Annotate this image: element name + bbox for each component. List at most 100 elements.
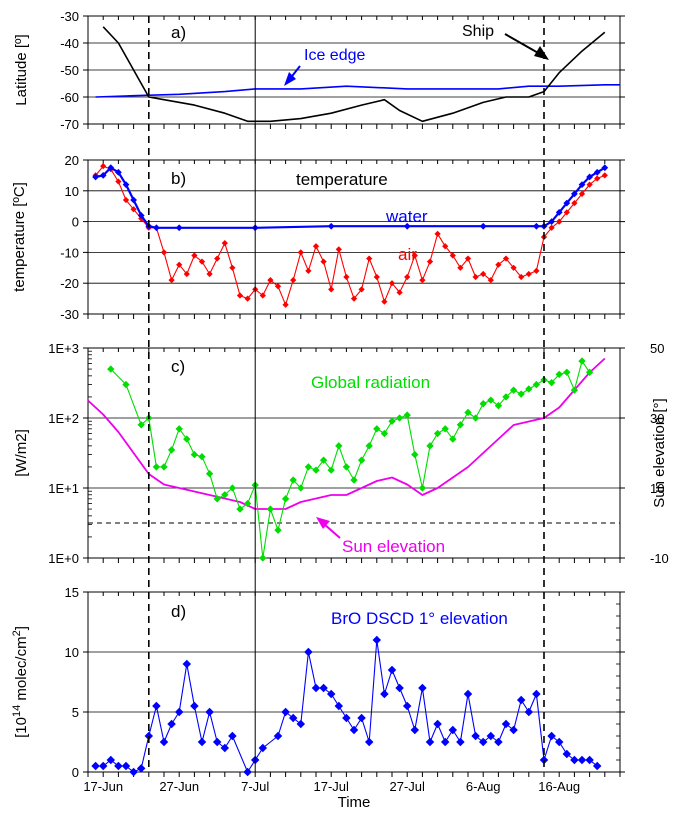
- bro-dscd-point: [562, 749, 572, 759]
- ice-edge-label: Ice edge: [304, 47, 365, 64]
- global-radiation-point: [365, 442, 373, 450]
- water-temperature-point: [578, 181, 586, 189]
- water-temperature-point: [92, 173, 99, 181]
- bro-dscd-point: [228, 731, 237, 741]
- air-temperature-point: [396, 289, 403, 296]
- labels-layer: -30 -40 -50 -60 -70 Latitude [º] a) Ice edge Shi…: [11, 9, 669, 811]
- air-temperature-point: [487, 277, 494, 284]
- bro-dscd-point: [516, 695, 526, 705]
- air-temperature-point: [335, 246, 342, 253]
- bro-dscd-point: [532, 689, 541, 699]
- water-temperature-point: [153, 224, 160, 232]
- bro-dscd-point: [258, 743, 268, 753]
- global-radiation-point: [304, 463, 313, 471]
- water-temperature-point: [533, 222, 540, 230]
- air-temperature-point: [442, 243, 449, 250]
- water-temperature-point: [137, 212, 145, 219]
- panel-b-label: b): [171, 169, 186, 188]
- air-temperature-point: [472, 273, 479, 281]
- bro-dscd-point: [136, 764, 146, 773]
- bro-dscd-point: [585, 755, 594, 765]
- sun-elevation-arrow: [323, 523, 341, 539]
- y-tick-label: -30: [60, 307, 79, 322]
- global-radiation-point: [441, 425, 449, 433]
- air-temperature-point: [244, 295, 251, 302]
- global-radiation-point: [342, 463, 351, 471]
- panel-a-label: a): [171, 23, 186, 42]
- ice-edge-line: [95, 84, 620, 98]
- bro-dscd-point: [364, 737, 374, 747]
- panel-d-ylabel-part: 14: [11, 705, 23, 717]
- bro-dscd-point: [243, 767, 252, 777]
- bro-dscd-point: [167, 719, 176, 729]
- bro-dscd-point: [471, 731, 480, 741]
- air-temperature-point: [282, 301, 289, 308]
- air-temperature-point: [601, 172, 608, 179]
- global-radiation-point: [259, 554, 267, 562]
- panel-d-ylabel: [1014 molec/cm2]: [11, 626, 30, 738]
- global-radiation-point: [319, 456, 328, 464]
- y-tick-label: 1E+1: [48, 481, 79, 496]
- sun-elevation-line: [87, 357, 606, 510]
- bro-dscd-point: [425, 737, 435, 747]
- water-temperature-point: [403, 222, 411, 230]
- global-radiation-point: [395, 414, 404, 422]
- panel-d-ylabel-part: [10: [13, 717, 30, 738]
- bro-dscd-point: [159, 737, 169, 747]
- y-tick-label: 50: [650, 341, 664, 356]
- y-tick-label: 20: [65, 153, 79, 168]
- bro-dscd-point: [395, 683, 404, 693]
- air-temperature-point: [419, 277, 426, 284]
- panels-layer: [83, 15, 625, 777]
- global-radiation-point: [563, 368, 571, 376]
- global-radiation-point: [266, 505, 275, 513]
- global-radiation-point: [198, 453, 206, 461]
- global-radiation-point: [281, 495, 290, 503]
- bro-dscd-point: [311, 683, 321, 693]
- global-radiation-point: [357, 456, 366, 464]
- bro-dscd-point: [357, 713, 366, 723]
- water-temperature-point: [327, 222, 335, 230]
- global-radiation-point: [380, 429, 389, 438]
- air-temperature-point: [115, 178, 122, 185]
- panel-d-ylabel-part: ]: [13, 626, 30, 630]
- global-radiation-point: [243, 499, 252, 508]
- y-tick-label: -10: [650, 551, 669, 566]
- air-temperature-point: [267, 277, 274, 284]
- y-tick-label: 10: [65, 184, 79, 199]
- panel-a-ylabel: Latitude [º]: [13, 34, 30, 105]
- bro-dscd-point: [182, 659, 192, 669]
- bro-dscd-point: [372, 635, 382, 645]
- bro-dscd-point: [197, 737, 207, 747]
- bro-dscd-point: [478, 737, 488, 747]
- water-temperature-point: [601, 164, 609, 172]
- y-tick-label: -70: [60, 117, 79, 132]
- air-temperature-point: [525, 270, 532, 278]
- water-temperature-point: [115, 168, 122, 176]
- global-radiation-point: [456, 421, 465, 429]
- global-radiation-point: [137, 421, 145, 429]
- y-tick-label: 15: [65, 585, 79, 600]
- panel-d-ylabel-part: 2: [11, 630, 23, 636]
- air-temperature-point: [297, 249, 304, 256]
- bro-dscd-point: [592, 761, 602, 771]
- y-tick-label: -20: [60, 276, 79, 291]
- bro-dscd-point: [554, 737, 564, 747]
- global-radiation-point: [502, 393, 510, 401]
- panel-b-ylabel: temperature [ºC]: [11, 182, 28, 292]
- air-temperature-point: [229, 264, 236, 271]
- sun-elevation-label: Sun elevation: [342, 537, 445, 556]
- overlay-layer: [148, 16, 549, 772]
- global-radiation-point: [578, 357, 586, 365]
- water-temperature-point: [175, 224, 183, 232]
- global-radiation-point: [426, 442, 434, 450]
- panel-d-title: BrO DSCD 1° elevation: [331, 609, 508, 628]
- bro-dscd-point: [152, 701, 161, 711]
- air-temperature-point: [274, 283, 282, 290]
- air-temperature-point: [358, 286, 365, 293]
- y-tick-label: -30: [60, 9, 79, 24]
- bro-dscd-point: [486, 731, 496, 741]
- bro-dscd-point: [570, 755, 579, 765]
- ship-label: Ship: [462, 23, 494, 40]
